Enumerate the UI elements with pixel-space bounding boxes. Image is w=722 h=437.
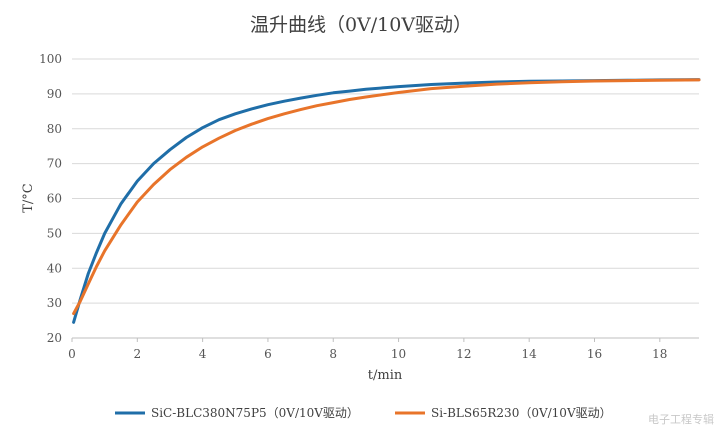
- x-tick-label: 16: [587, 347, 602, 361]
- x-tick-label: 6: [264, 347, 272, 361]
- y-tick-label: 80: [47, 122, 62, 136]
- y-tick-label: 30: [47, 296, 62, 310]
- y-tick-label: 60: [47, 192, 62, 206]
- legend-label-1: SiC-BLC380N75P5（0V/10V驱动）: [151, 406, 359, 420]
- x-tick-label: 14: [522, 347, 538, 361]
- y-tick-label: 20: [47, 331, 62, 345]
- y-tick-label: 40: [47, 261, 62, 275]
- legend-label-2: Si-BLS65R230（0V/10V驱动）: [431, 406, 612, 420]
- series-line-2: [72, 78, 701, 316]
- series-lines: [72, 78, 701, 324]
- x-tick-label: 12: [456, 347, 471, 361]
- x-tick-label: 0: [68, 347, 76, 361]
- y-tick-label: 70: [47, 157, 62, 171]
- axes: 20 30 40 50 60 70 80 90 100 0 2 4 6 8 10 12 14 16 18: [39, 52, 699, 361]
- chart-title: 温升曲线（0V/10V驱动）: [250, 14, 472, 36]
- x-axis-label: t/min: [368, 368, 403, 383]
- watermark-logo: 电子工程专辑: [648, 413, 714, 426]
- x-tick-label: 18: [652, 347, 667, 361]
- legend: SiC-BLC380N75P5（0V/10V驱动） Si-BLS65R230（0V…: [115, 406, 612, 420]
- y-tick-label: 90: [47, 87, 62, 101]
- y-axis-label: T/°C: [21, 183, 36, 213]
- y-tick-label: 100: [39, 52, 62, 66]
- x-tick-label: 8: [329, 347, 337, 361]
- x-tick-label: 10: [391, 347, 406, 361]
- y-tick-label: 50: [47, 226, 62, 240]
- x-tick-label: 2: [133, 347, 141, 361]
- x-tick-label: 4: [199, 347, 207, 361]
- series-line-1: [72, 78, 701, 324]
